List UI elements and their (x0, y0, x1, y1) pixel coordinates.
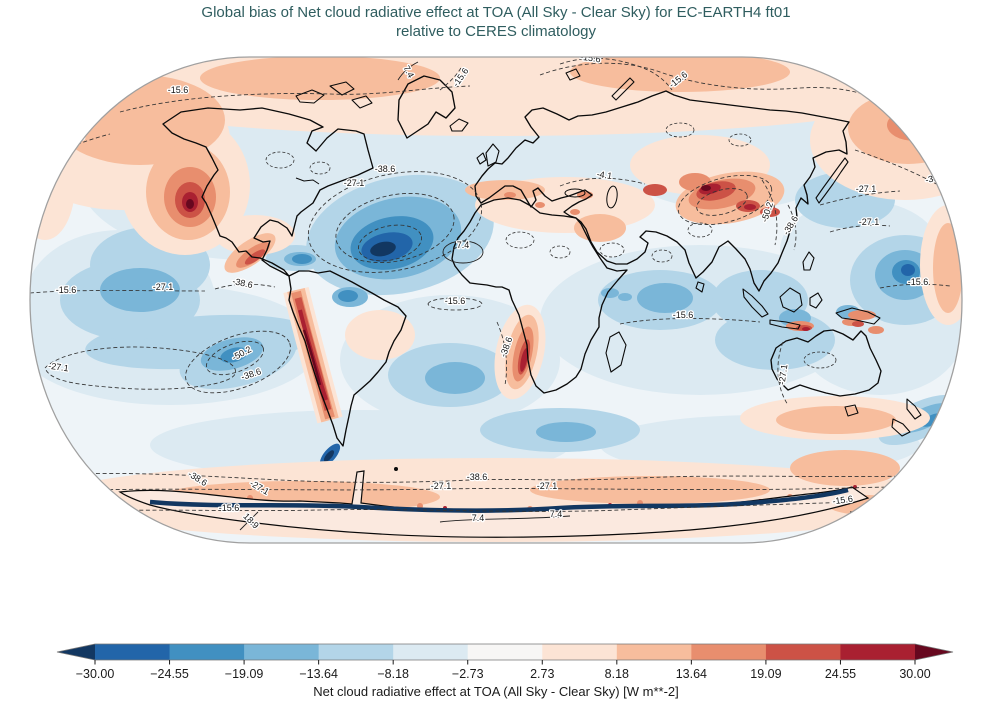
black-sea (564, 188, 586, 198)
antarctica (118, 467, 870, 538)
map-boundary (29, 56, 963, 544)
bias-fill-navy (319, 232, 915, 467)
new-zealand-north-coast (906, 398, 922, 420)
colorbar-under-arrow (57, 644, 95, 660)
colorbar-label: Net cloud radiative effect at TOA (All S… (313, 684, 679, 699)
chart-subtitle: relative to CERES climatology (395, 23, 597, 40)
north-america-coast (162, 107, 374, 277)
madagascar-coast (605, 331, 627, 373)
contour-label: -4.1 (596, 169, 613, 181)
colorbar-segment (318, 644, 394, 660)
sulawesi-coast (809, 292, 823, 309)
colorbar-svg: −30.00 −24.55 −19.09 −13.64 −8.18 −2.73 2.73 8.… (56, 643, 954, 699)
colorbar-tick-label: −8.18 (377, 667, 409, 681)
contour-label: -27.1 (48, 361, 70, 374)
australia-coast (770, 329, 882, 397)
eurasia-coast (474, 90, 850, 292)
bias-fill-darkest-red (186, 185, 711, 386)
chart-title: Global bias of Net cloud radiative effec… (201, 4, 791, 21)
colorbar-segment (393, 644, 469, 660)
colorbar-tick-label: −2.73 (452, 667, 484, 681)
contour-label: -15.6 (219, 503, 240, 513)
contour-label: -27.1 (537, 481, 558, 491)
contour-label: -27.1 (856, 184, 877, 194)
great-lakes (295, 177, 320, 185)
colorbar-tick-label: −13.64 (299, 667, 338, 681)
colorbar-segment (691, 644, 767, 660)
contour-label: -15.6 (673, 310, 694, 320)
colorbar-tick-label: 2.73 (530, 667, 554, 681)
novaya-zemlya-coast (611, 77, 635, 101)
svalbard-coast (565, 68, 581, 81)
contour-label: -15.6 (908, 277, 929, 287)
colorbar-panel: −30.00 −24.55 −19.09 −13.64 −8.18 −2.73 2.73 8.… (0, 620, 992, 702)
colorbar-segment (169, 644, 245, 660)
tasmania-coast (844, 404, 859, 417)
java-coast (769, 319, 801, 330)
contour-label: -27.1 (777, 364, 790, 386)
colorbar-tick-label: −24.55 (150, 667, 189, 681)
philippines-coast (802, 251, 815, 271)
colorbar-segment (467, 644, 543, 660)
japan-coast (815, 157, 849, 204)
greenland-coast (397, 75, 456, 139)
iceland-coast (449, 118, 469, 132)
arctic-island (351, 95, 373, 109)
contour-label: -27.1 (344, 178, 365, 188)
new-zealand-south-coast (891, 418, 911, 437)
colorbar-tick-label: −30.00 (76, 667, 115, 681)
new-guinea-coast (835, 307, 881, 325)
colorbar-segment (542, 644, 618, 660)
contour-label: -15.6 (445, 296, 466, 306)
colorbar-segment (840, 644, 916, 660)
contour-label: -15.6 (168, 85, 189, 95)
coastlines (162, 68, 922, 447)
south-america-coast (288, 270, 407, 447)
uk-coast (485, 143, 500, 167)
borneo-coast (779, 287, 803, 313)
map-content: -15.6 -15.6 -15.6 7.4 -15.6 -38.6 -38.6 -27.1 -4… (30, 52, 962, 543)
colorbar-segment (765, 644, 841, 660)
colorbar-tick-label: 13.64 (676, 667, 707, 681)
contour-label: 7.4 (550, 509, 563, 519)
sumatra-coast (742, 288, 769, 318)
sri-lanka-coast (695, 281, 705, 293)
contour-label: -15.6 (832, 494, 854, 507)
chart-title-block: Global bias of Net cloud radiative effec… (0, 3, 992, 41)
colorbar-segment (244, 644, 320, 660)
contour-label: 7.4 (866, 507, 879, 517)
contour-label: -38.6 (375, 164, 396, 174)
colorbar-segment (95, 644, 171, 660)
colorbar-over-arrow (915, 644, 953, 660)
contour-label: 7.4 (457, 240, 470, 250)
colorbar-tick-label: −19.09 (225, 667, 264, 681)
colorbar-tick-label: 8.18 (605, 667, 629, 681)
colorbar-segment (616, 644, 692, 660)
arctic-island (295, 89, 325, 104)
world-map-svg: -15.6 -15.6 -15.6 7.4 -15.6 -38.6 -38.6 -27.1 -4… (29, 52, 963, 544)
colorbar-ticks: −30.00 −24.55 −19.09 −13.64 −8.18 −2.73 2.73 8.… (76, 660, 931, 681)
map-panel: -15.6 -15.6 -15.6 7.4 -15.6 -38.6 -38.6 -27.1 -4… (29, 52, 963, 544)
contour-label: -15.6 (580, 52, 602, 65)
arctic-island (329, 81, 355, 96)
contour-label: -38.6 (467, 472, 488, 482)
ireland-coast (476, 152, 487, 165)
caspian-sea (606, 185, 618, 209)
colorbar-tick-label: 24.55 (825, 667, 856, 681)
colorbar-tick-label: 30.00 (899, 667, 930, 681)
contour-label: -27.1 (153, 282, 174, 292)
contour-label: 7.4 (472, 513, 485, 523)
africa-coast (451, 197, 628, 394)
contour-label: -27.1 (859, 217, 880, 227)
colorbar-segments (56, 643, 954, 661)
colorbar-tick-label: 19.09 (750, 667, 781, 681)
contour-label: -15.6 (56, 285, 77, 295)
antarctic-coastal-blue-strip (149, 487, 849, 513)
contour-label: -27.1 (431, 481, 452, 491)
